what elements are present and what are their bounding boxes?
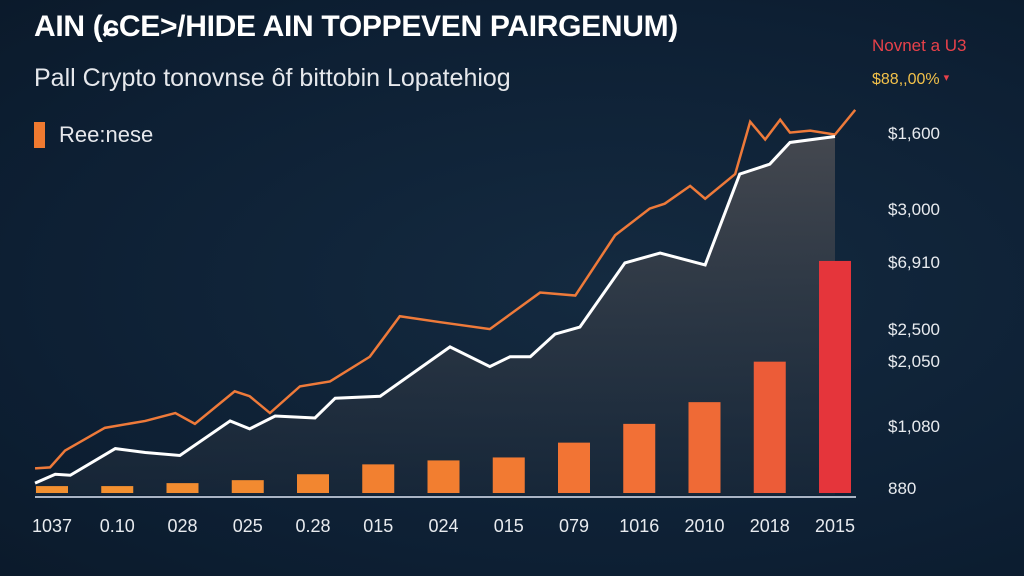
x-tick-label: 015 — [363, 516, 394, 536]
bar-0.10 — [101, 486, 134, 493]
callout-value: $88,,00% ▾ — [872, 71, 949, 89]
chart-title: AIN (ɕCE>/HIDE AIN TOPPEVEN PAIRGENUM) — [34, 10, 678, 43]
x-tick-label: 024 — [428, 516, 459, 536]
y-tick-label: $2,050 — [888, 352, 940, 371]
series-orange-line — [34, 109, 857, 470]
x-tick-label: 2010 — [684, 516, 725, 536]
area-fill — [35, 136, 836, 495]
x-tick-label: 028 — [167, 516, 198, 536]
series-white-line — [34, 135, 836, 485]
chart-subtitle: Pall Crypto tonovnse ôf bittobin Lopateh… — [34, 64, 511, 92]
legend: Ree:nese — [34, 122, 153, 148]
y-tick-label: $3,000 — [888, 200, 940, 219]
y-tick-label: $1,080 — [888, 417, 940, 436]
x-tick-label: 025 — [232, 516, 263, 536]
x-tick-label: 0.28 — [295, 516, 331, 536]
bar-2015 — [819, 260, 851, 493]
bar-079 — [558, 442, 590, 493]
y-tick-label: $2,500 — [888, 320, 940, 339]
bar-2018 — [753, 361, 786, 493]
callout-title: Novnet a U3 — [872, 36, 967, 55]
bar-2010 — [688, 402, 721, 493]
bar-1016 — [623, 423, 656, 493]
x-tick-label: 0.10 — [99, 516, 135, 536]
bar-0.28 — [297, 474, 329, 493]
callout-marker-icon: ▾ — [943, 72, 950, 84]
bar-028 — [166, 483, 199, 493]
bar-015 — [492, 457, 525, 493]
bar-024 — [427, 460, 460, 493]
y-tick-label: $6,910 — [888, 253, 940, 272]
x-tick-label: 1016 — [619, 516, 660, 536]
x-tick-label: 2018 — [749, 516, 790, 536]
y-tick-label: 880 — [888, 479, 917, 498]
x-tick-label: 015 — [493, 516, 524, 536]
bar-015 — [362, 464, 395, 493]
legend-label: Ree:nese — [59, 122, 154, 147]
x-tick-label: 2015 — [814, 516, 856, 536]
x-tick-label: 079 — [558, 516, 590, 536]
callout-value-text: $88,,00% — [872, 71, 940, 88]
y-tick-label: $1,600 — [888, 124, 940, 143]
legend-swatch — [34, 122, 45, 148]
bar-025 — [231, 480, 264, 493]
bar-1037 — [36, 486, 68, 493]
x-tick-label: 1037 — [31, 516, 73, 536]
